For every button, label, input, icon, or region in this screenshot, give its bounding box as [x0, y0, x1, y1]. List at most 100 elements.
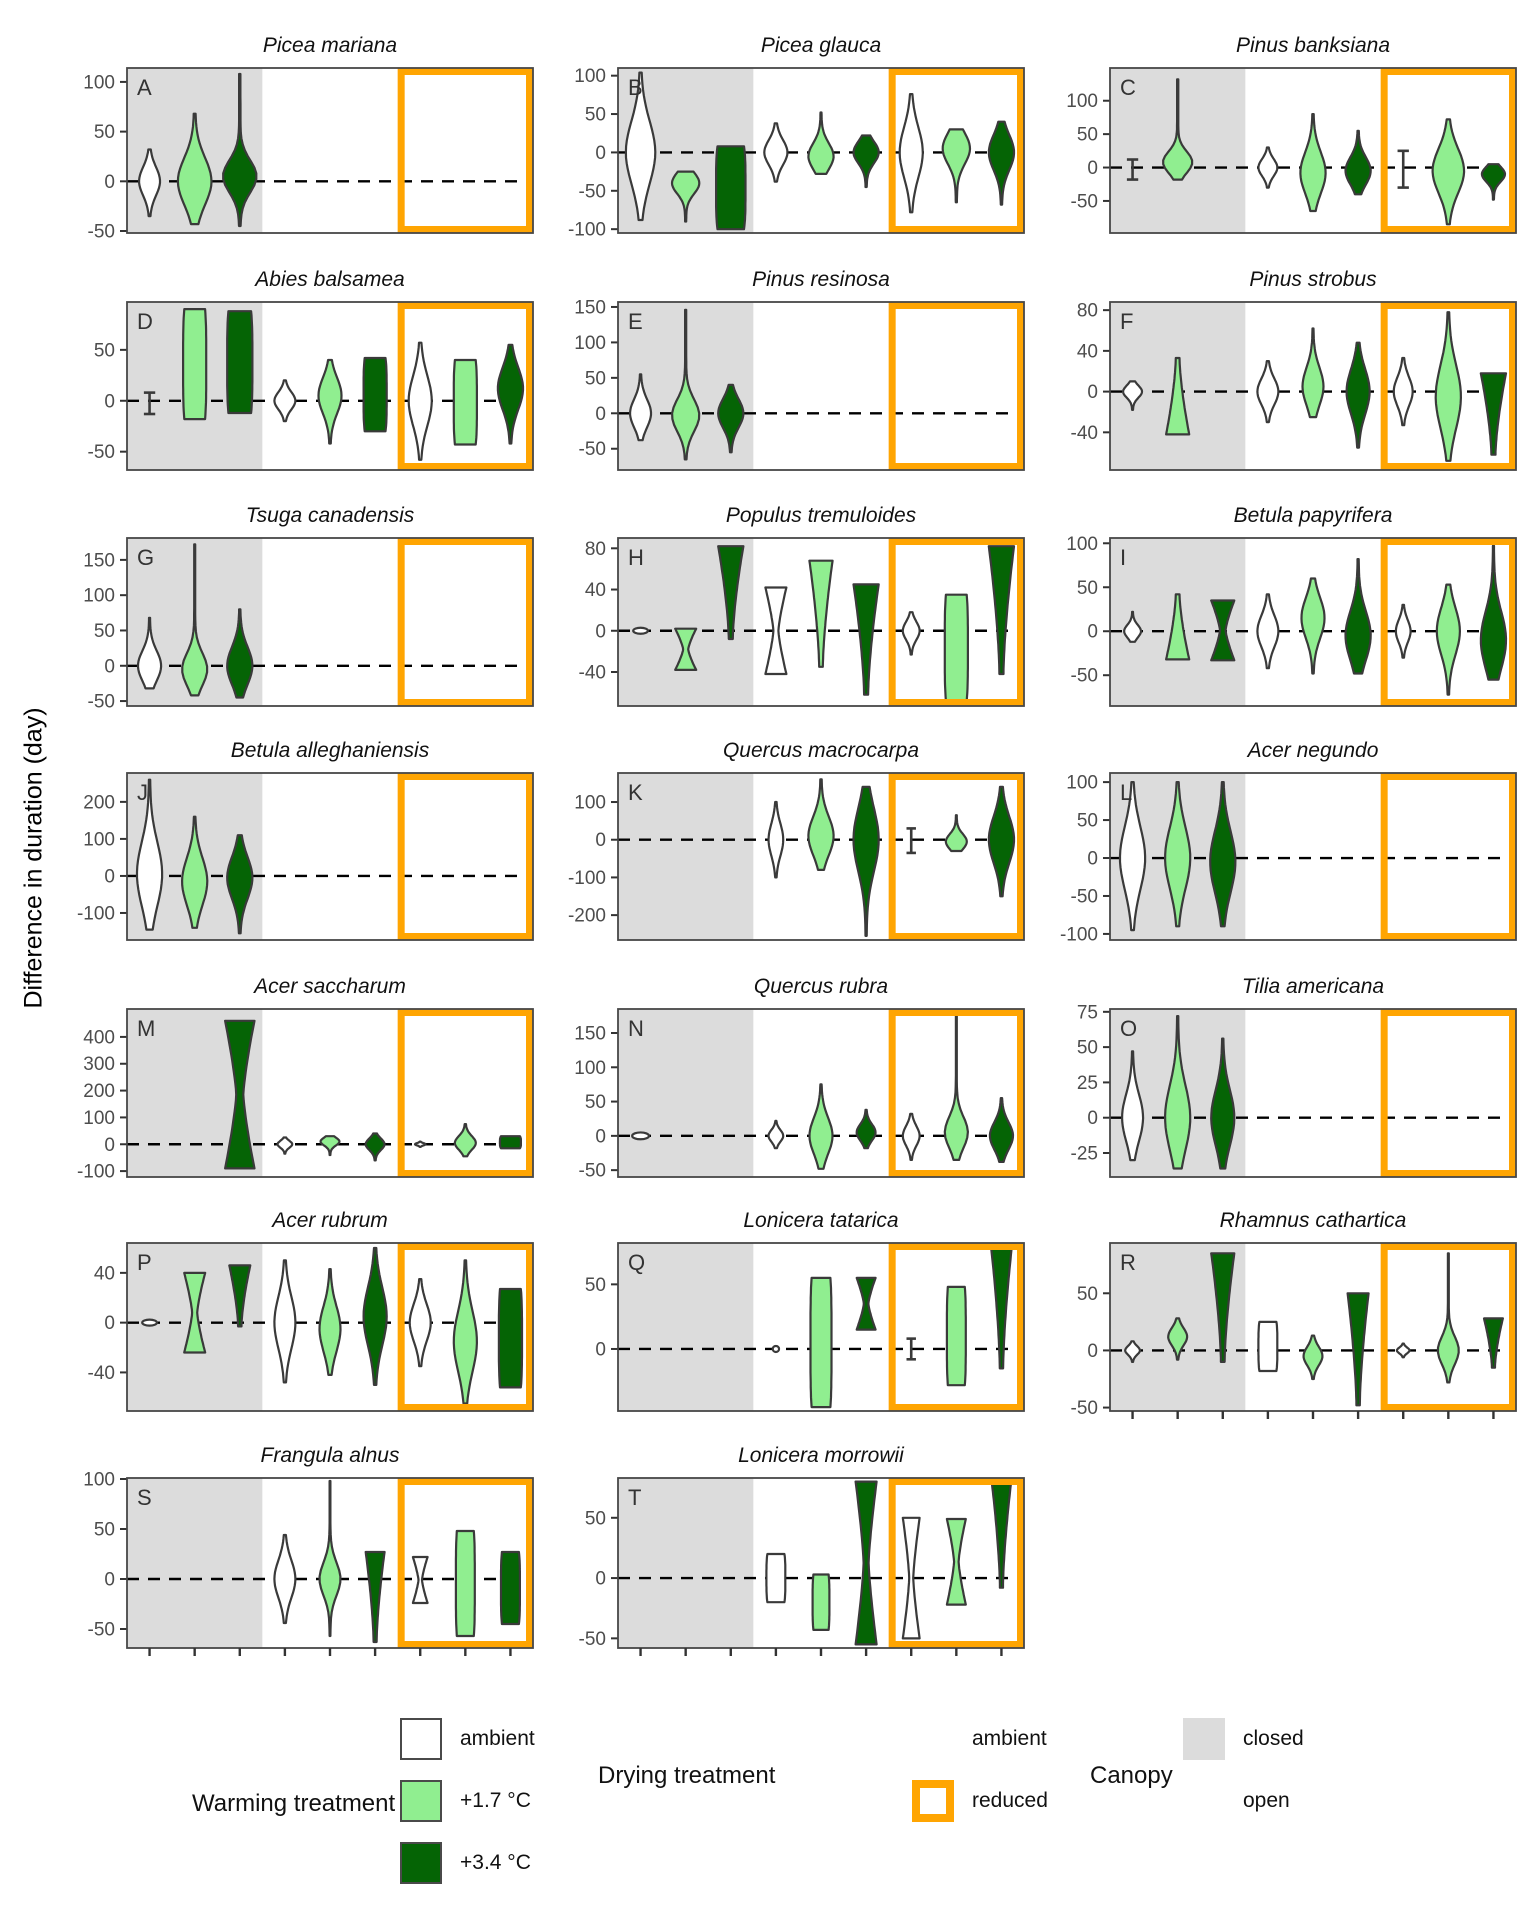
panel-D: Abies balsamea 50 0 -50 D	[57, 266, 539, 486]
reduced-drying-box	[888, 1478, 1024, 1648]
violin-C-slot9	[1480, 163, 1507, 201]
panel-letter-F: F	[1120, 309, 1133, 334]
panel-title-O: Tilia americana	[1241, 975, 1385, 998]
y-tick-label: -200	[568, 906, 606, 927]
violin-D-slot9	[496, 343, 525, 445]
legend-title-warming: Warming treatment	[192, 1790, 396, 1817]
y-tick-label: -50	[88, 222, 115, 243]
legend-drying-ambient-swatch-icon	[912, 1718, 954, 1760]
violin-R-slot3	[1210, 1252, 1236, 1363]
y-tick-label: 50	[1077, 1284, 1098, 1305]
violin-T-slot4	[765, 1552, 787, 1604]
panel-title-I: Betula papyrifera	[1233, 504, 1393, 527]
violin-C-slot1	[1126, 158, 1139, 181]
legend-drying-reduced: reduced	[912, 1780, 1048, 1822]
panel-border	[617, 537, 1025, 707]
panel-border	[1109, 537, 1517, 707]
panel-border	[617, 301, 1025, 471]
violin-J-slot2	[181, 815, 209, 929]
violin-N-slot4	[767, 1119, 785, 1150]
violin-F-slot8	[1434, 311, 1462, 462]
y-tick-label: 75	[1077, 1002, 1098, 1023]
panel-border	[126, 772, 534, 941]
violin-R-slot1	[1124, 1340, 1141, 1363]
violin-C-slot4	[1257, 146, 1279, 189]
y-tick-label: -50	[579, 439, 606, 460]
violin-C-slot5	[1299, 113, 1327, 213]
violin-M-slot4	[276, 1136, 294, 1155]
panel-letter-C: C	[1120, 75, 1136, 100]
y-tick-label: -40	[1071, 423, 1098, 444]
violin-H-slot9	[987, 545, 1016, 676]
y-tick-label: 100	[83, 1470, 115, 1491]
panel-title-L: Acer negundo	[1247, 739, 1379, 762]
panel-letter-P: P	[137, 1250, 152, 1275]
legend-warming-2: +3.4 °C	[400, 1842, 535, 1884]
reduced-drying-box	[397, 302, 533, 470]
legend-warming-2-swatch-icon	[400, 1842, 442, 1884]
legend-drying-ambient: ambient	[912, 1718, 1048, 1760]
reduced-drying-box	[888, 1243, 1024, 1411]
panel-plot-P: 40 0 -40 P	[88, 1242, 534, 1412]
panel-J: Betula alleghaniensis 200 100 0 -100 J	[57, 737, 539, 956]
y-tick-label: -50	[579, 1629, 606, 1650]
panel-plot-K: 100 0 -100 -200 K	[568, 772, 1025, 941]
y-tick-label: 25	[1077, 1073, 1098, 1094]
panel-title-H: Populus tremuloides	[725, 504, 917, 527]
panel-B: Picea glauca 100 50 0 -50 -100 B	[548, 32, 1030, 249]
y-tick-label: -50	[88, 1620, 115, 1641]
violin-I-slot1	[1123, 610, 1143, 643]
y-tick-label: 100	[83, 586, 115, 607]
panel-letter-Q: Q	[628, 1250, 645, 1275]
panel-letter-S: S	[137, 1485, 152, 1510]
y-tick-label: 50	[1077, 125, 1098, 146]
panel-plot-N: 150 100 50 0 -50 N	[574, 1008, 1025, 1182]
panel-letter-I: I	[1120, 545, 1126, 570]
violin-D-slot3	[226, 310, 254, 415]
violin-F-slot6	[1345, 341, 1371, 449]
panel-letter-O: O	[1120, 1016, 1137, 1041]
y-tick-label: 50	[585, 105, 606, 126]
legend-warming-0: ambient	[400, 1718, 535, 1760]
violin-K-slot8	[944, 814, 968, 853]
panel-plot-M: 400 300 200 100 0 -100 M	[77, 1008, 534, 1183]
panel-letter-K: K	[628, 780, 643, 805]
panel-G: Tsuga canadensis 150 100 50 0 -50 G	[57, 502, 539, 722]
violin-Q-slot9	[989, 1244, 1013, 1370]
legend-canopy-open: open	[1183, 1780, 1304, 1822]
violin-L-slot1	[1118, 781, 1147, 932]
panel-plot-I: 100 50 0 -50 I	[1066, 534, 1517, 707]
panel-border	[617, 67, 1025, 234]
y-tick-label: 50	[585, 1508, 606, 1529]
violin-O-slot3	[1210, 1037, 1236, 1170]
violin-S-slot5	[318, 1479, 342, 1638]
violin-P-slot2	[183, 1271, 207, 1354]
violin-K-slot7	[906, 827, 916, 855]
y-tick-label: -100	[77, 1162, 115, 1183]
panel-F: Pinus strobus 80 40 0 -40 F	[1040, 266, 1522, 486]
violin-F-slot7	[1392, 356, 1414, 427]
panel-title-S: Frangula alnus	[260, 1444, 400, 1467]
y-tick-label: 0	[595, 830, 606, 851]
legend-canopy-open-swatch-icon	[1183, 1780, 1225, 1822]
y-tick-label: 40	[94, 1263, 115, 1284]
violin-E-slot1	[629, 373, 653, 442]
panel-O: Tilia americana 75 50 25 0 -25 O	[1040, 973, 1522, 1193]
y-tick-label: 50	[1077, 578, 1098, 599]
panel-border	[126, 1008, 534, 1178]
panel-title-B: Picea glauca	[760, 34, 882, 57]
legend-drying-ambient-label: ambient	[972, 1727, 1047, 1750]
y-tick-label: -50	[88, 692, 115, 713]
y-tick-label: 0	[1087, 622, 1098, 643]
panel-title-D: Abies balsamea	[255, 268, 405, 291]
violin-F-slot5	[1301, 327, 1325, 419]
panel-E: Pinus resinosa 150 100 50 0 -50 E	[548, 266, 1030, 486]
violin-A-slot3	[222, 72, 258, 228]
y-tick-label: 50	[1077, 811, 1098, 832]
violin-M-slot9	[498, 1135, 522, 1150]
y-tick-label: 100	[574, 66, 606, 87]
violin-I-slot5	[1300, 577, 1326, 675]
violin-P-slot1	[141, 1318, 159, 1327]
y-tick-label: 0	[595, 1339, 606, 1360]
violin-A-slot1	[138, 148, 162, 218]
